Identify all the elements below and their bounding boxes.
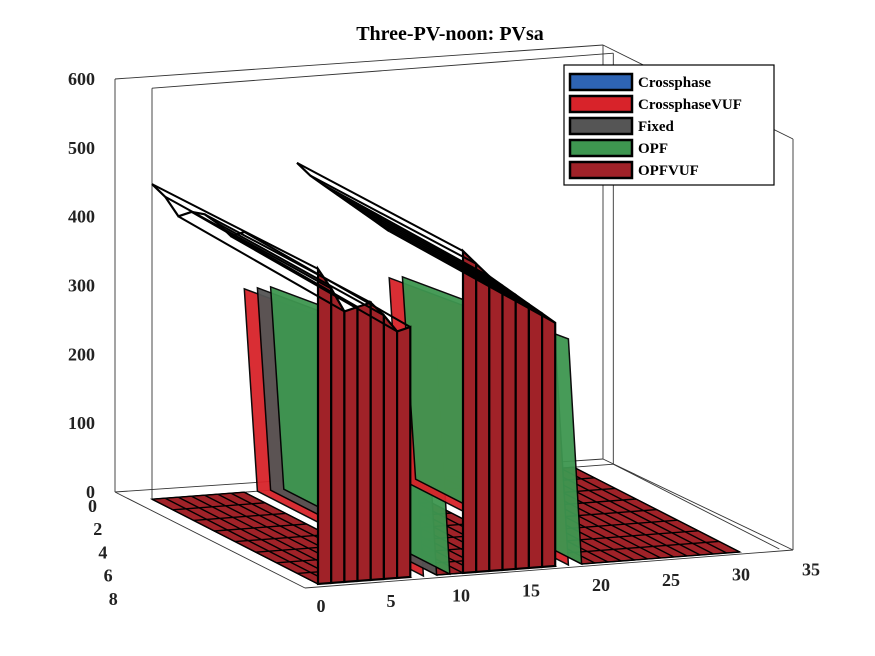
wall-panel — [316, 265, 333, 586]
x-tick-label: 0 — [317, 596, 326, 616]
legend: Crossphase CrossphaseVUF Fixed OPF OPFVUF — [563, 64, 775, 186]
wall-top-edge — [309, 174, 477, 265]
y-tick-label: 0 — [88, 496, 97, 516]
wall-top-edge — [217, 222, 385, 317]
z-tick-label: 500 — [68, 138, 95, 158]
z-tick-label: 200 — [68, 344, 95, 364]
grid-line — [581, 551, 740, 565]
chart-title: Three-PV-noon: PVsa — [356, 23, 544, 45]
wall-panel — [527, 302, 544, 570]
y-tick-label: 8 — [109, 589, 118, 609]
legend-label: OPFVUF — [638, 163, 699, 179]
x-tick-label: 15 — [522, 580, 540, 600]
axis-line — [304, 549, 794, 589]
wall-top-edge — [362, 211, 530, 306]
legend-swatch — [568, 138, 634, 158]
legend-label: OPF — [638, 141, 668, 157]
z-tick-label: 400 — [68, 207, 95, 227]
legend-swatch — [568, 72, 634, 92]
wall-panel — [461, 248, 478, 575]
wall-panel — [330, 284, 346, 585]
wall-panel — [369, 300, 385, 582]
wall-top-edge — [322, 183, 490, 278]
wall-top-edge — [336, 193, 504, 287]
grid-line — [151, 491, 245, 500]
x-tick-label: 25 — [662, 570, 680, 590]
x-tick-label: 30 — [732, 565, 750, 585]
z-tick-label: 0 — [86, 482, 95, 502]
axes-box — [114, 44, 794, 589]
wall-top-edge — [296, 161, 464, 252]
wall-panel — [356, 301, 372, 583]
z-tick-label: 300 — [68, 276, 95, 296]
z-tick-label: 100 — [68, 413, 95, 433]
wall-top-edge — [164, 195, 332, 290]
wall-panel — [396, 325, 412, 580]
wall-panel — [475, 261, 491, 574]
legend-swatch — [568, 94, 634, 114]
y-tick-label: 2 — [93, 519, 102, 539]
grid-line — [234, 533, 328, 543]
axis-line — [114, 491, 306, 589]
wall-panel — [501, 283, 517, 572]
x-tick-label: 5 — [387, 591, 396, 611]
grid-line — [560, 540, 720, 555]
wall-top-edge — [388, 230, 556, 324]
axis-line — [602, 458, 794, 551]
wall-top-edge — [177, 215, 345, 313]
wall-top-edge — [230, 235, 398, 333]
y-tick-label: 6 — [104, 566, 113, 586]
axis-line — [613, 463, 780, 550]
y-tick-label: 4 — [98, 542, 107, 562]
wall-top-edge — [375, 221, 543, 315]
wall-panel — [514, 292, 531, 571]
legend-label: Fixed — [638, 119, 674, 135]
wall-top-edge — [349, 202, 517, 296]
legend-label: Crossphase — [638, 75, 711, 91]
wall-top-edge — [243, 231, 411, 328]
axis-line — [114, 44, 604, 80]
wall-panel — [540, 311, 557, 569]
grid-line — [214, 523, 307, 532]
wall-top-edge — [151, 183, 319, 270]
grid-line — [193, 512, 286, 522]
legend-swatch — [568, 160, 634, 180]
z-tick-label: 600 — [68, 69, 95, 89]
axis-line — [151, 52, 614, 89]
wall-panel — [382, 312, 399, 581]
axis-ticks: 0 100 200 300 400 500 600 0 2 4 6 8 0 5 10 15 20 25 30 35 — [68, 69, 820, 616]
grid-line — [172, 502, 266, 511]
wall-top-edge — [191, 211, 359, 308]
x-tick-label: 35 — [802, 559, 820, 579]
wall-panel — [343, 305, 359, 584]
surfaces — [151, 161, 583, 586]
wall-panel — [488, 274, 504, 573]
x-tick-label: 20 — [592, 575, 610, 595]
x-tick-label: 10 — [452, 586, 470, 606]
legend-label: CrossphaseVUF — [638, 97, 742, 113]
legend-swatch — [568, 116, 634, 136]
